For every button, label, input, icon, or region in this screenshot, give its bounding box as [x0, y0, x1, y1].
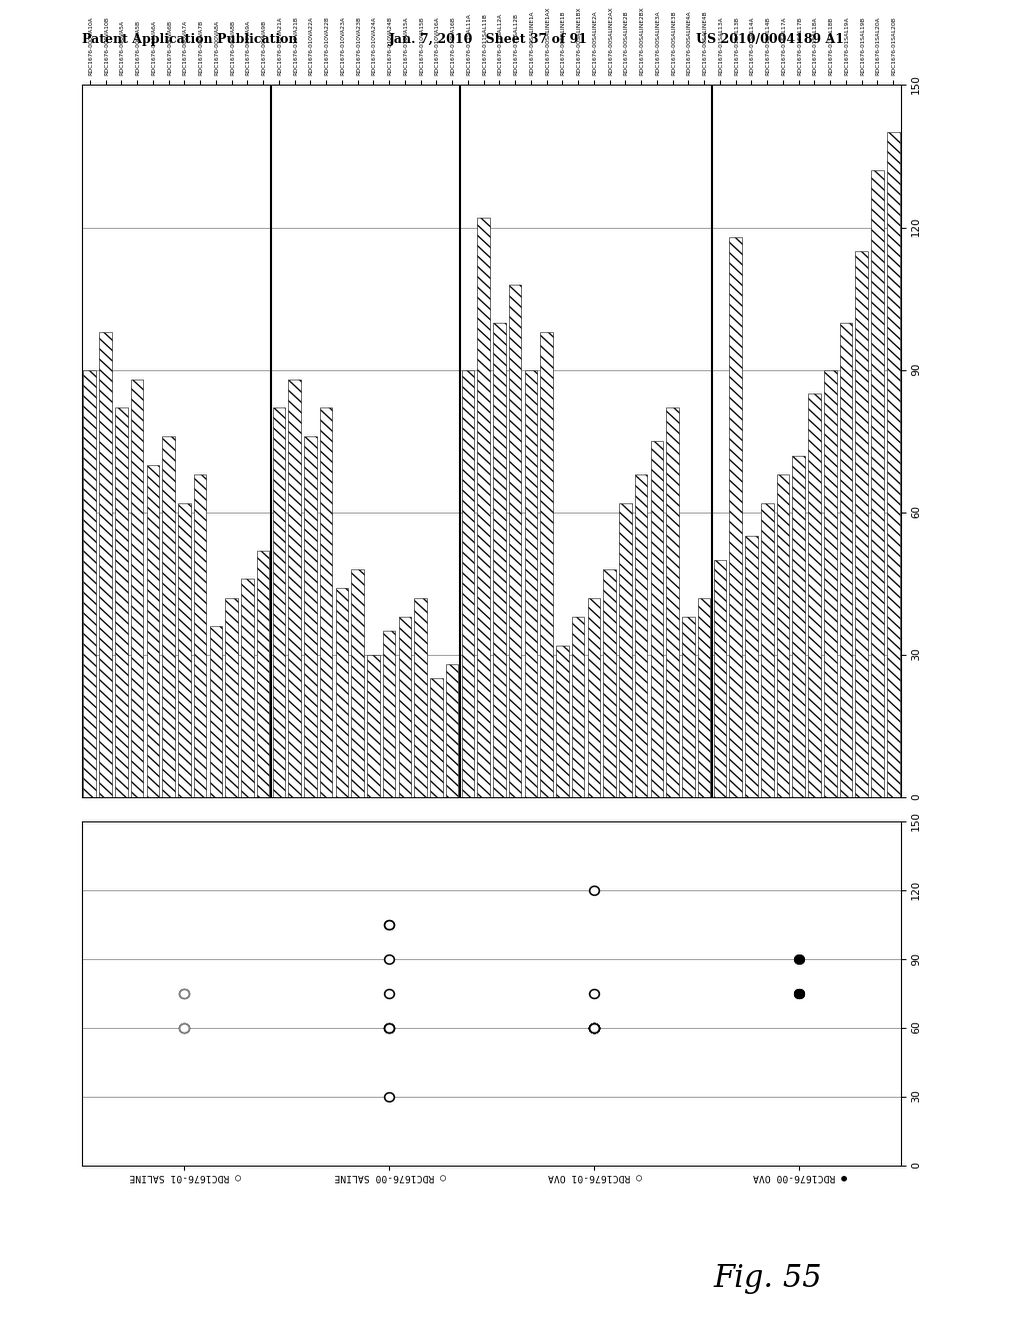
Text: Jan. 7, 2010   Sheet 37 of 91: Jan. 7, 2010 Sheet 37 of 91: [389, 33, 588, 46]
Text: US 2010/0004189 A1: US 2010/0004189 A1: [696, 33, 845, 46]
Text: Patent Application Publication: Patent Application Publication: [82, 33, 297, 46]
Text: Fig. 55: Fig. 55: [714, 1263, 822, 1294]
